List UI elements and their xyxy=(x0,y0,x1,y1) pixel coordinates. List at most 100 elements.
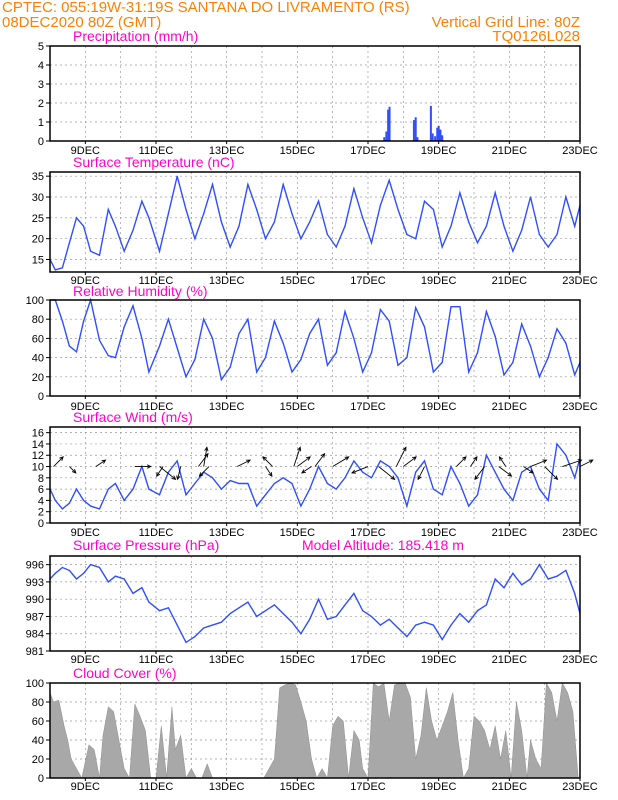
pressure-ytick-label: 987 xyxy=(26,611,44,623)
precip-xtick-label: 17DEC xyxy=(350,145,386,157)
wind-data-point xyxy=(574,477,576,479)
temp-frame xyxy=(49,171,581,273)
temp-data-point xyxy=(547,246,549,248)
temp-data-point xyxy=(273,221,275,223)
rh-data-point xyxy=(494,335,496,338)
wind-vector xyxy=(456,456,467,467)
pressure-data-point xyxy=(344,604,346,606)
wind-data-point xyxy=(247,482,249,485)
wind-data-point xyxy=(194,482,196,485)
temp-data-point xyxy=(362,217,364,219)
rh-data-point xyxy=(158,345,161,347)
rh-data-point xyxy=(388,320,390,322)
precip-bar xyxy=(416,137,419,141)
rh-data-point xyxy=(370,352,373,354)
wind-vector-head xyxy=(59,456,64,461)
wind-vector-head xyxy=(268,472,273,477)
rh-xtick-label: 11DEC xyxy=(139,401,174,413)
wind-data-point xyxy=(335,488,337,490)
wind-vector xyxy=(177,466,182,480)
rh-data-point xyxy=(98,339,101,341)
temp-xtick-label: 19DEC xyxy=(421,275,457,287)
rh-data-point xyxy=(61,320,63,322)
rh-data-point xyxy=(459,306,461,308)
wind-vector-head xyxy=(473,456,478,461)
wind-data-point xyxy=(547,499,549,502)
rh-data-point xyxy=(529,345,532,347)
wind-xtick-label: 17DEC xyxy=(350,527,386,539)
pressure-data-point xyxy=(211,624,214,626)
pressure-data-point xyxy=(54,572,56,574)
wind-vector xyxy=(378,466,395,480)
pressure-xtick-label: 21DEC xyxy=(492,654,528,666)
pressure-frame xyxy=(49,555,581,652)
wind-ytick-label: 8 xyxy=(38,473,44,485)
pressure-data-point xyxy=(406,636,408,638)
temp-data-point xyxy=(503,225,505,227)
pressure-data-point xyxy=(485,604,487,606)
wind-data-point xyxy=(158,494,161,496)
rh-data-point xyxy=(565,342,567,344)
wind-ytick-label: 16 xyxy=(32,428,44,440)
wind-vector xyxy=(395,447,407,467)
rh-data-point xyxy=(556,328,558,330)
temp-data-point xyxy=(476,242,479,244)
precip-frame xyxy=(49,45,581,142)
rh-xtick-label: 17DEC xyxy=(350,401,386,413)
precip-bar xyxy=(383,137,386,141)
wind-vector-head xyxy=(498,456,504,461)
pressure-data-point xyxy=(309,618,311,620)
wind-vector-head xyxy=(390,475,396,480)
rh-data-point xyxy=(148,371,150,373)
pressure-data-point xyxy=(512,572,514,574)
wind-data-point xyxy=(468,505,470,507)
pressure-data-point xyxy=(459,612,461,615)
pressure-data-point xyxy=(529,578,532,580)
wind-series-line xyxy=(49,442,581,510)
pressure-xtick-label: 23DEC xyxy=(562,654,598,666)
pressure-data-point xyxy=(123,578,125,580)
rh-data-point xyxy=(485,310,487,313)
wind-title: Surface Wind (m/s) xyxy=(73,409,193,425)
wind-data-point xyxy=(238,482,240,485)
temp-xtick-label: 11DEC xyxy=(139,275,174,287)
rh-data-point xyxy=(282,342,284,344)
rh-data-point xyxy=(167,318,169,320)
wind-xtick-label: 21DEC xyxy=(492,527,528,539)
temp-data-point xyxy=(238,225,240,227)
pressure-data-point xyxy=(362,610,364,612)
precip-xtick-label: 13DEC xyxy=(209,145,245,157)
pressure-data-point xyxy=(335,615,337,618)
wind-vector xyxy=(523,466,534,474)
rh-panel: 0 20 40 60 80 100 9DEC 11DEC 13DEC 15DEC 17DEC 19DE… xyxy=(26,283,598,413)
wind-vector-head xyxy=(101,459,107,464)
pressure-data-point xyxy=(388,618,390,620)
temp-data-point xyxy=(379,204,381,206)
pressure-annotation: Model Altitude: 185.418 m xyxy=(302,537,464,553)
pressure-data-point xyxy=(203,627,205,629)
temp-xtick-label: 23DEC xyxy=(562,275,598,287)
wind-data-point xyxy=(565,454,567,456)
wind-data-point xyxy=(353,460,355,462)
wind-vector-head xyxy=(351,469,357,474)
wind-vector xyxy=(69,466,77,474)
wind-vector xyxy=(530,459,547,467)
temp-ytick-label: 30 xyxy=(32,192,44,204)
cloud-xtick-label: 11DEC xyxy=(139,781,174,793)
cloud-xtick-label: 23DEC xyxy=(562,781,598,793)
pressure-data-point xyxy=(148,601,150,603)
temp-data-point xyxy=(167,213,169,215)
wind-vector xyxy=(498,466,512,477)
cloud-ytick-label: 100 xyxy=(26,678,44,690)
wind-data-point xyxy=(397,477,399,479)
precip-xtick-label: 21DEC xyxy=(492,145,528,157)
temp-data-point xyxy=(211,183,214,186)
temp-data-point xyxy=(521,229,523,231)
cloud-ytick-label: 20 xyxy=(32,754,44,766)
wind-data-point xyxy=(521,471,523,473)
wind-vector xyxy=(297,456,311,467)
wind-data-point xyxy=(538,488,540,490)
pressure-series-line xyxy=(49,563,581,644)
